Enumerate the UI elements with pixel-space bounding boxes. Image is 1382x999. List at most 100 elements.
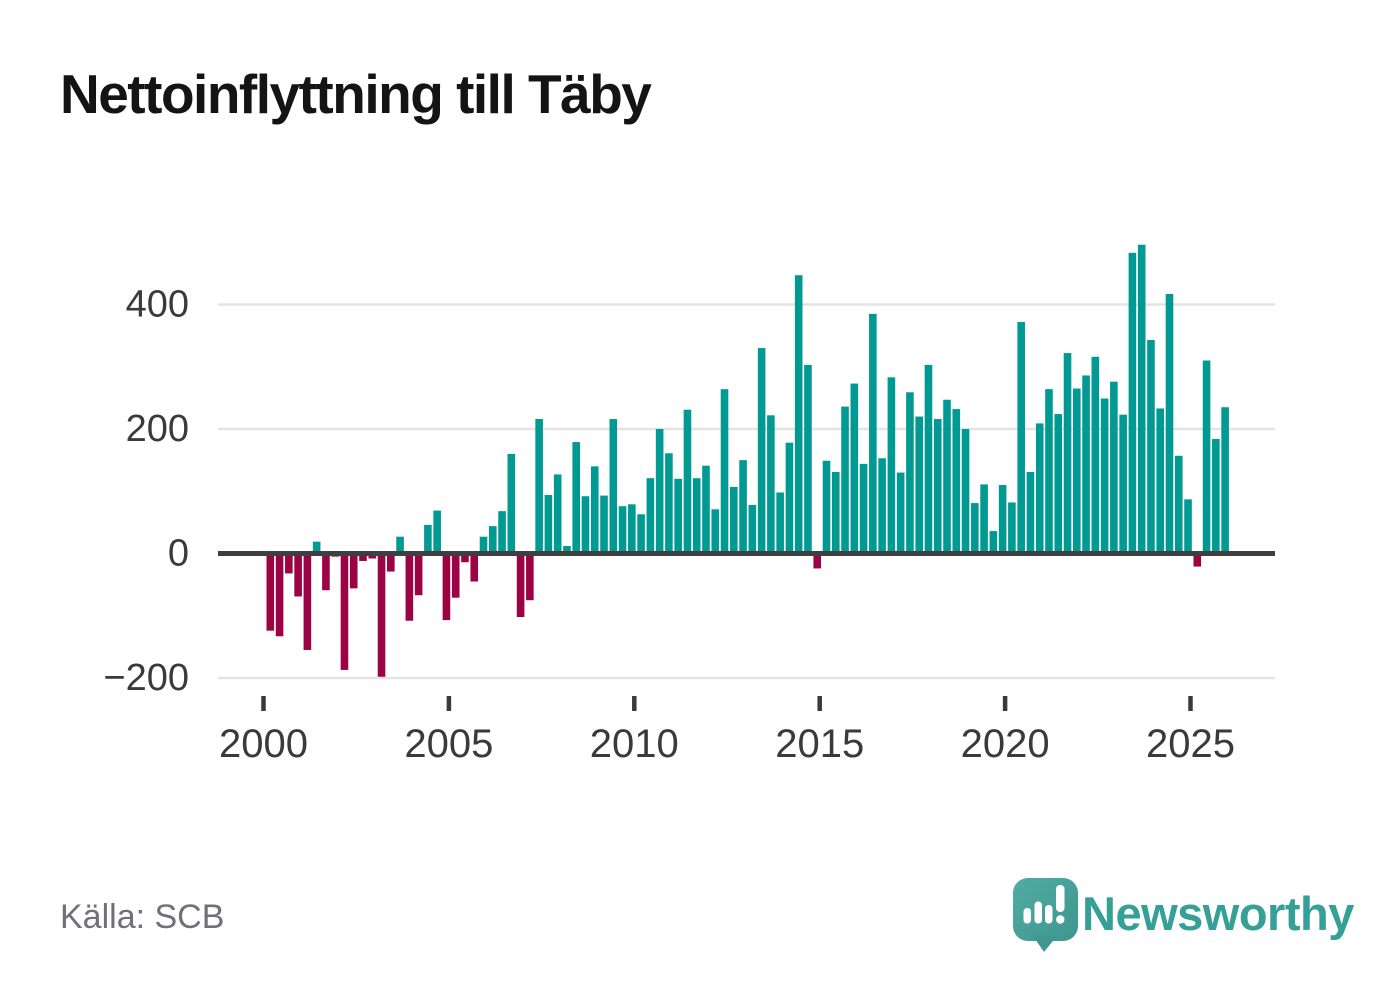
bar-2014Q1: [785, 442, 794, 554]
bar-2004Q4: [442, 553, 451, 621]
bar-2012Q1: [711, 509, 720, 554]
bar-2015Q2: [831, 471, 840, 554]
bar-2013Q2: [757, 348, 766, 554]
bar-2000Q1: [266, 553, 275, 631]
bar-2006Q1: [488, 526, 497, 554]
bar-2014Q2: [794, 275, 803, 554]
bar-2022Q3: [1100, 398, 1109, 554]
x-tick-label-2015: 2015: [775, 722, 864, 766]
bar-2024Q3: [1174, 455, 1183, 554]
bar-2001Q1: [303, 553, 312, 650]
bar-2000Q3: [285, 553, 293, 574]
newsworthy-logo-icon: [1013, 878, 1078, 952]
bar-2023Q4: [1147, 339, 1155, 554]
bar-2008Q1: [563, 546, 571, 554]
bar-2003Q4: [405, 553, 414, 621]
logo-bar-2: [1034, 901, 1042, 924]
bar-2019Q2: [980, 484, 988, 554]
bar-series: [266, 244, 1229, 677]
bar-2014Q4: [813, 553, 822, 569]
bar-2012Q4: [739, 460, 747, 554]
bar-2020Q3: [1026, 471, 1035, 554]
bar-2006Q4: [516, 553, 525, 617]
bar-2025Q4: [1221, 407, 1229, 554]
bar-2020Q4: [1035, 423, 1044, 554]
bar-2010Q4: [665, 453, 673, 554]
logo-bar-1: [1023, 908, 1031, 924]
bar-2015Q4: [850, 383, 859, 554]
bar-2016Q1: [859, 463, 868, 554]
logo-exclamation-dot: [1056, 915, 1065, 924]
bar-2010Q2: [646, 478, 655, 554]
bar-2010Q1: [637, 514, 645, 554]
bar-2007Q1: [526, 553, 534, 601]
bar-2021Q2: [1054, 414, 1063, 554]
y-tick-label-200: 200: [126, 408, 189, 450]
bar-2022Q4: [1110, 381, 1118, 554]
speech-bubble-icon: [1013, 878, 1078, 952]
bar-2006Q3: [507, 453, 516, 554]
bar-2025Q2: [1202, 360, 1211, 554]
bar-2019Q4: [998, 485, 1007, 554]
bar-2021Q1: [1045, 389, 1053, 554]
logo-exclamation-bar: [1056, 885, 1065, 912]
bar-2009Q2: [609, 419, 618, 554]
bar-2018Q3: [952, 409, 961, 554]
bar-2023Q1: [1119, 414, 1127, 554]
bar-2021Q3: [1063, 353, 1072, 554]
bar-2007Q2: [535, 419, 543, 554]
bar-2005Q1: [451, 553, 460, 598]
bar-2024Q4: [1184, 499, 1192, 554]
bar-2008Q2: [572, 442, 581, 554]
bar-2013Q3: [767, 415, 775, 554]
bar-2016Q3: [878, 458, 886, 554]
bar-2024Q1: [1156, 408, 1165, 554]
bar-2021Q4: [1072, 388, 1081, 554]
bar-2023Q3: [1137, 244, 1146, 554]
bar-2005Q2: [461, 553, 469, 563]
bar-2011Q2: [683, 409, 692, 554]
bar-2009Q4: [628, 504, 636, 554]
bar-2019Q3: [989, 531, 998, 554]
bar-2011Q4: [702, 465, 710, 554]
bar-2017Q1: [896, 472, 905, 554]
bar-2002Q2: [349, 553, 358, 589]
brand-lockup: Newsworthy: [1010, 872, 1354, 962]
bar-2019Q1: [971, 503, 979, 554]
bar-2012Q3: [730, 486, 738, 554]
bar-2001Q2: [312, 541, 321, 554]
bar-2020Q2: [1017, 321, 1025, 554]
bar-2007Q3: [544, 494, 553, 554]
bar-2022Q2: [1091, 356, 1100, 554]
bar-2022Q1: [1082, 375, 1090, 554]
bar-2009Q1: [600, 495, 608, 554]
bar-2017Q2: [906, 392, 914, 554]
bar-2025Q3: [1212, 438, 1220, 554]
bar-2002Q3: [359, 553, 367, 561]
brand-name: Newsworthy: [1082, 887, 1354, 940]
source-label: Källa: SCB: [60, 898, 225, 936]
bar-2004Q1: [414, 553, 423, 596]
bar-2010Q3: [655, 429, 664, 554]
zero-axis-line: [218, 551, 1275, 556]
y-axis-labels: 400 200 0 −200: [103, 284, 189, 700]
x-tick-label-2000: 2000: [219, 722, 308, 766]
bar-2003Q1: [377, 553, 386, 677]
y-tick-label-0: 0: [168, 533, 189, 575]
page-title: Nettoinflyttning till Täby: [60, 63, 652, 125]
bar-2008Q3: [581, 496, 590, 554]
bar-2001Q3: [322, 553, 330, 591]
bar-2016Q4: [887, 377, 896, 554]
bar-2013Q4: [776, 492, 784, 554]
bar-2003Q3: [396, 536, 404, 554]
bar-2020Q1: [1008, 502, 1016, 554]
bar-2017Q3: [915, 416, 923, 554]
bar-2003Q2: [387, 553, 395, 572]
bar-2002Q1: [340, 553, 349, 670]
bar-2025Q1: [1193, 553, 1202, 567]
bar-2018Q4: [961, 429, 970, 554]
bar-2005Q4: [479, 536, 488, 554]
x-axis-labels: 2000 2005 2010 2015 2020 2025: [219, 696, 1235, 766]
